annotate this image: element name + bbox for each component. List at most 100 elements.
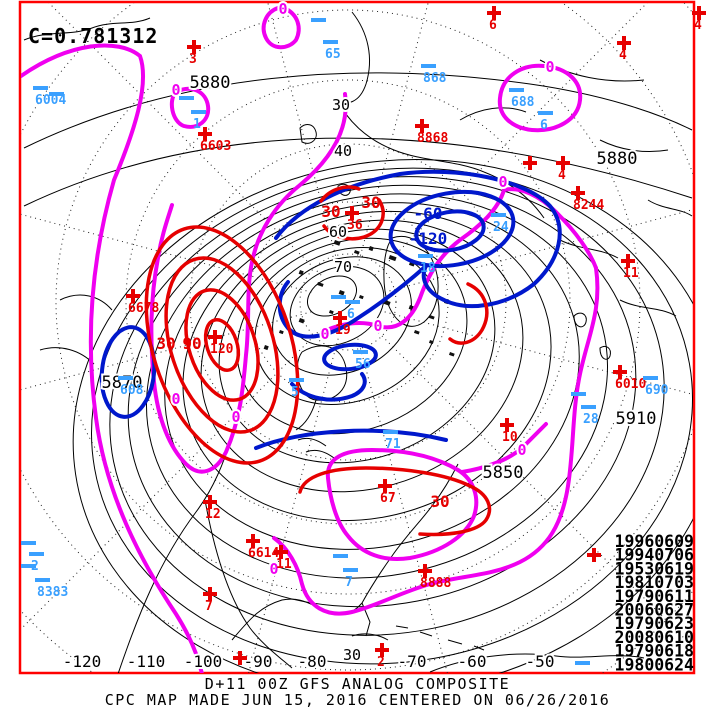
minus-anomaly-marker — [21, 564, 36, 568]
map-title-caption: D+11 00Z GFS ANALOG COMPOSITE — [204, 675, 511, 693]
island — [428, 340, 434, 345]
plus-anomaly-marker — [415, 119, 429, 133]
anomaly-marker-value: 4 — [694, 18, 702, 33]
anomaly-marker-value: 24 — [493, 220, 509, 235]
analog-date: 19800624 — [615, 655, 695, 674]
anomaly-marker-value: 608 — [120, 383, 144, 398]
plus-anomaly-marker — [613, 365, 627, 379]
anomaly-marker-value: 36 — [347, 218, 363, 233]
island — [413, 330, 420, 335]
minus-anomaly-marker — [343, 568, 358, 572]
anomaly-contour-label: 0 — [373, 317, 382, 335]
analog-date: 19790623 — [615, 614, 694, 633]
analog-date-list: 1996060919940706195306191981070319790611… — [615, 532, 695, 674]
plus-anomaly-marker — [487, 6, 501, 20]
island — [408, 262, 415, 267]
latitude-circle — [299, 253, 397, 351]
plus-anomaly-marker — [187, 40, 201, 54]
plus-anomaly-marker — [203, 587, 217, 601]
minus-anomaly-marker — [575, 661, 590, 665]
plus-anomaly-marker — [692, 6, 706, 20]
anomaly-marker-value: 6 — [347, 307, 355, 322]
minus-anomaly-marker — [191, 110, 206, 114]
anomaly-marker-value: 18 — [420, 261, 436, 276]
island — [368, 246, 374, 252]
zero-anomaly-contours — [21, 6, 600, 673]
anomaly-marker-value: 28 — [583, 412, 599, 427]
analog-date: 19530619 — [615, 559, 694, 578]
anomaly-contour-label: 0 — [278, 0, 287, 18]
positive-anomaly-contours — [144, 185, 492, 537]
plus-anomaly-marker — [587, 548, 601, 562]
anomaly-marker-value: 6004 — [35, 93, 66, 108]
island — [278, 330, 284, 335]
analog-date: 19960609 — [615, 532, 694, 551]
anomaly-contour-label: 0 — [171, 390, 180, 408]
anomaly-contour-label: 0 — [498, 173, 507, 191]
plus-anomaly-marker — [500, 418, 514, 432]
height-contour — [289, 265, 385, 347]
meridian-line — [384, 209, 693, 293]
minus-anomaly-marker — [29, 552, 44, 556]
height-contour — [200, 219, 524, 493]
anomaly-marker-value: 3 — [189, 52, 197, 67]
anomaly-contour-label: 30 — [361, 193, 380, 212]
plus-anomaly-marker — [571, 186, 585, 200]
map-labels: -120 -110 -100 -90 -80 -70 -60 -503040607030588… — [61, 0, 659, 673]
anomaly-marker-value: 8888 — [420, 576, 451, 591]
island — [358, 294, 364, 300]
plus-anomaly-marker — [274, 545, 288, 559]
plus-anomaly-marker — [523, 156, 537, 170]
meridian-line — [357, 338, 448, 673]
anomaly-contour-label: 0 — [517, 441, 526, 459]
anomaly-marker-value: 8868 — [417, 131, 448, 146]
anomaly-contour-label: 0 — [320, 325, 329, 343]
island — [448, 352, 455, 357]
negative-anomaly-contours — [99, 169, 562, 450]
anomaly-marker-value: 690 — [645, 383, 669, 398]
minus-anomaly-marker — [331, 295, 346, 299]
minus-anomaly-marker — [491, 213, 506, 217]
anomaly-marker-value: 7 — [345, 575, 353, 590]
anomaly-marker-value: 6010 — [615, 377, 646, 392]
plus-anomaly-marker — [375, 643, 389, 657]
minus-anomaly-marker — [345, 300, 360, 304]
plus-anomaly-marker — [208, 330, 222, 344]
latitude-label: 30 — [343, 646, 361, 664]
meridian-line — [384, 311, 693, 395]
island — [428, 315, 435, 320]
anomaly-marker-value: 7 — [205, 599, 213, 614]
anomaly-marker-value: 56 — [355, 357, 371, 372]
anomaly-contour-label: 30 — [430, 492, 449, 511]
latitude-circle — [189, 143, 507, 461]
meridian-line — [21, 311, 312, 391]
island — [328, 310, 334, 315]
latitude-circle — [55, 9, 641, 595]
anomaly-marker-value: 67 — [380, 491, 396, 506]
longitude-label: -80 — [298, 652, 327, 671]
anomaly-marker-value: 4 — [558, 168, 566, 183]
anomaly-marker-value: 8244 — [573, 198, 604, 213]
anomaly-marker-value: 11 — [276, 557, 292, 572]
island — [333, 240, 341, 246]
meridian-line — [21, 328, 322, 630]
minus-anomaly-marker — [33, 86, 48, 90]
meridian-line — [21, 213, 312, 293]
analog-date: 19940706 — [615, 546, 695, 565]
height-contour-label: 5850 — [483, 463, 524, 483]
map-frame — [18, 0, 696, 675]
latitude-label: 70 — [334, 258, 352, 276]
plus-anomaly-marker — [378, 479, 392, 493]
minus-anomaly-marker — [289, 378, 304, 382]
anomaly-contour-label: -120 — [409, 229, 448, 248]
height-contour-label: 5880 — [190, 73, 231, 93]
plus-anomaly-marker — [203, 495, 217, 509]
analog-date: 20060627 — [615, 601, 694, 620]
anomaly-marker-value: 12 — [205, 507, 221, 522]
plus-anomaly-marker — [333, 311, 347, 325]
minus-anomaly-marker — [383, 430, 398, 434]
island — [263, 345, 269, 351]
analog-date: 19810703 — [615, 573, 694, 592]
map-issuance-caption: CPC MAP MADE JUN 15, 2016 CENTERED ON 06… — [104, 691, 611, 709]
